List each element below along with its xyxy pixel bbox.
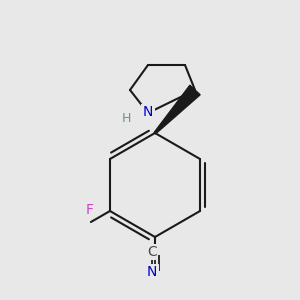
Text: F: F: [86, 203, 94, 217]
Text: N: N: [147, 265, 157, 279]
Text: N: N: [143, 105, 153, 119]
Text: H: H: [121, 112, 131, 124]
Polygon shape: [154, 85, 200, 134]
Text: C: C: [147, 245, 157, 259]
Text: N: N: [143, 105, 153, 119]
Text: C: C: [147, 245, 157, 259]
Text: F: F: [86, 203, 94, 217]
Text: H: H: [121, 112, 131, 124]
Text: N: N: [147, 265, 157, 279]
